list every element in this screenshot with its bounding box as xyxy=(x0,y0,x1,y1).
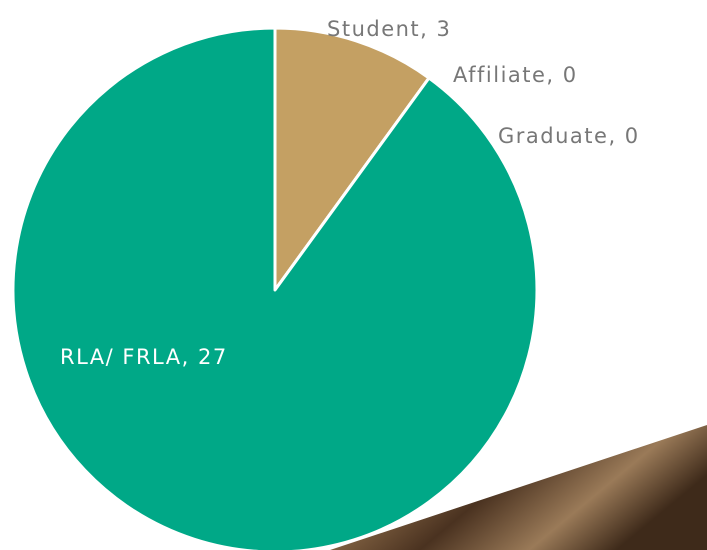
data-label: RLA/ FRLA, 27 xyxy=(60,345,228,369)
pie xyxy=(11,26,539,550)
data-label: Student, 3 xyxy=(327,17,451,41)
data-label: Graduate, 0 xyxy=(498,124,640,148)
pie-slice xyxy=(11,26,539,550)
data-label: Affiliate, 0 xyxy=(453,63,578,87)
pie-slice xyxy=(273,26,431,292)
wood-decoration xyxy=(330,425,707,550)
